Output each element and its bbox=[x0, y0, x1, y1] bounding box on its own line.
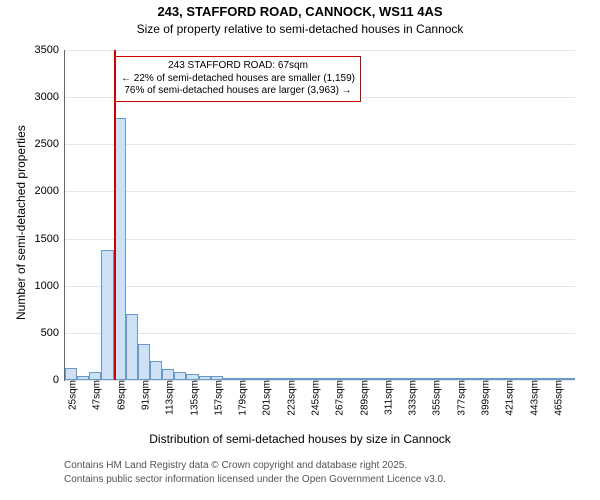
footer-line-1: Contains HM Land Registry data © Crown c… bbox=[64, 460, 407, 471]
x-tick-label: 113sqm bbox=[161, 380, 176, 415]
x-tick-label: 245sqm bbox=[306, 380, 321, 416]
x-tick-label: 157sqm bbox=[209, 380, 224, 416]
chart-title-line2: Size of property relative to semi-detach… bbox=[0, 22, 600, 36]
x-tick-label: 421sqm bbox=[501, 380, 516, 416]
histogram-bar bbox=[138, 344, 150, 380]
x-axis-label: Distribution of semi-detached houses by … bbox=[0, 432, 600, 446]
y-tick-label: 1500 bbox=[35, 233, 65, 245]
plot-area: 050010001500200025003000350025sqm47sqm69… bbox=[64, 50, 575, 381]
x-tick-label: 333sqm bbox=[404, 380, 419, 416]
x-tick-label: 355sqm bbox=[428, 380, 443, 416]
x-tick-label: 443sqm bbox=[525, 380, 540, 416]
y-tick-label: 1000 bbox=[35, 280, 65, 292]
y-tick-label: 2500 bbox=[35, 138, 65, 150]
histogram-bar bbox=[162, 369, 174, 380]
x-tick-label: 179sqm bbox=[234, 380, 249, 416]
gridline bbox=[65, 144, 575, 145]
y-tick-label: 500 bbox=[41, 327, 65, 339]
x-tick-label: 377sqm bbox=[452, 380, 467, 416]
histogram-bar bbox=[89, 372, 101, 380]
y-tick-label: 3000 bbox=[35, 91, 65, 103]
y-axis-label: Number of semi-detached properties bbox=[14, 125, 28, 320]
callout-box: 243 STAFFORD ROAD: 67sqm← 22% of semi-de… bbox=[115, 56, 361, 102]
gridline bbox=[65, 50, 575, 51]
histogram-bar bbox=[126, 314, 138, 380]
x-tick-label: 311sqm bbox=[379, 380, 394, 415]
histogram-bar bbox=[563, 378, 575, 380]
x-tick-label: 47sqm bbox=[88, 380, 103, 410]
x-tick-label: 399sqm bbox=[476, 380, 491, 416]
x-tick-label: 201sqm bbox=[258, 380, 273, 416]
histogram-bar bbox=[101, 250, 113, 380]
gridline bbox=[65, 286, 575, 287]
callout-line-2: ← 22% of semi-detached houses are smalle… bbox=[121, 73, 355, 86]
histogram-bar bbox=[174, 372, 186, 380]
histogram-bar bbox=[65, 368, 77, 380]
histogram-bar bbox=[150, 361, 162, 380]
y-tick-label: 3500 bbox=[35, 44, 65, 56]
x-tick-label: 69sqm bbox=[112, 380, 127, 410]
callout-line-3: 76% of semi-detached houses are larger (… bbox=[121, 85, 355, 98]
x-tick-label: 223sqm bbox=[282, 380, 297, 416]
gridline bbox=[65, 333, 575, 334]
gridline bbox=[65, 191, 575, 192]
gridline bbox=[65, 239, 575, 240]
chart-title-line1: 243, STAFFORD ROAD, CANNOCK, WS11 4AS bbox=[0, 4, 600, 19]
callout-line-1: 243 STAFFORD ROAD: 67sqm bbox=[121, 60, 355, 73]
footer-line-2: Contains public sector information licen… bbox=[64, 474, 446, 485]
x-tick-label: 135sqm bbox=[185, 380, 200, 416]
x-tick-label: 267sqm bbox=[331, 380, 346, 416]
x-tick-label: 25sqm bbox=[64, 380, 79, 410]
x-tick-label: 289sqm bbox=[355, 380, 370, 416]
x-tick-label: 91sqm bbox=[136, 380, 151, 410]
x-tick-label: 465sqm bbox=[549, 380, 564, 416]
y-tick-label: 2000 bbox=[35, 185, 65, 197]
